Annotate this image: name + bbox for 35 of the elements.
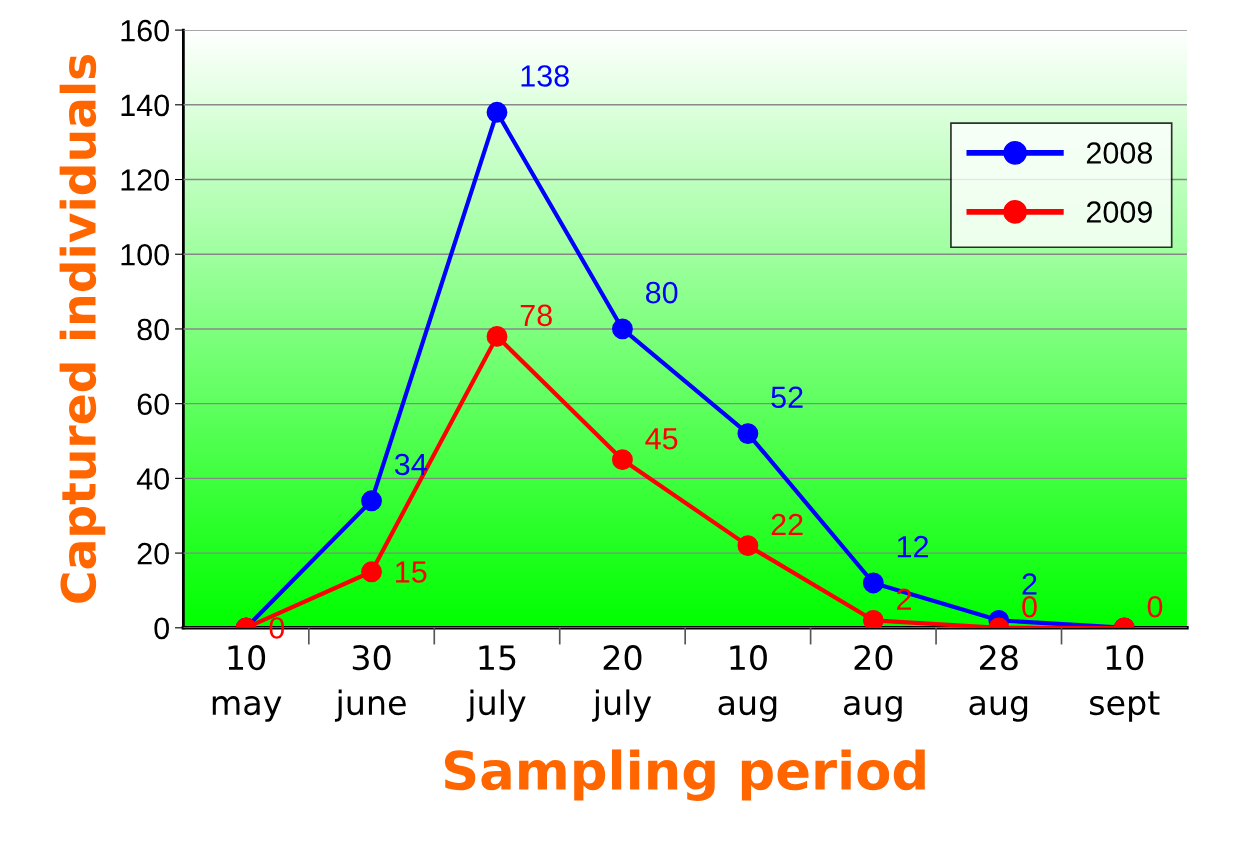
x-tick-label: 10 may xyxy=(212,645,282,722)
y-tick-label: 40 xyxy=(136,468,169,490)
data-label: 2 xyxy=(897,588,912,610)
y-tick-label: 20 xyxy=(137,542,169,565)
x-tick-label: 10 aug xyxy=(718,645,777,722)
y-tick-label: 0 xyxy=(154,617,169,640)
y-tick-label: 100 xyxy=(121,243,169,266)
data-label: 80 xyxy=(645,281,678,304)
y-tick-label: 80 xyxy=(137,318,169,341)
legend-label: 2009 xyxy=(1086,201,1152,223)
x-axis-title: Sampling period xyxy=(444,749,925,801)
x-tick-label: 30 june xyxy=(334,645,406,722)
data-label: 15 xyxy=(396,561,427,583)
data-label: 2 xyxy=(1022,573,1037,595)
data-label: 0 xyxy=(1147,595,1163,618)
y-tick-label: 60 xyxy=(137,393,169,416)
x-tick-label: 20 july xyxy=(592,645,652,722)
x-tick-label: 10 sept xyxy=(1089,645,1160,722)
data-label: 52 xyxy=(771,386,803,409)
data-label: 78 xyxy=(520,304,552,327)
x-tick-label: 15 july xyxy=(466,645,526,722)
data-label: 138 xyxy=(521,65,569,87)
y-tick-label: 160 xyxy=(121,19,169,42)
y-tick-label: 120 xyxy=(121,169,169,191)
y-tick-label: 140 xyxy=(121,94,169,117)
x-tick-label: 28 aug xyxy=(969,645,1028,722)
data-label: 45 xyxy=(645,428,678,450)
x-tick-label: 20 aug xyxy=(843,645,902,722)
data-label: 22 xyxy=(771,513,803,536)
data-label: 0 xyxy=(269,617,285,639)
legend-label: 2008 xyxy=(1086,142,1153,164)
y-axis-title: Captured individuals xyxy=(59,54,106,603)
data-label: 12 xyxy=(897,535,929,558)
data-label: 34 xyxy=(394,453,427,476)
data-label: 0 xyxy=(1022,595,1037,618)
